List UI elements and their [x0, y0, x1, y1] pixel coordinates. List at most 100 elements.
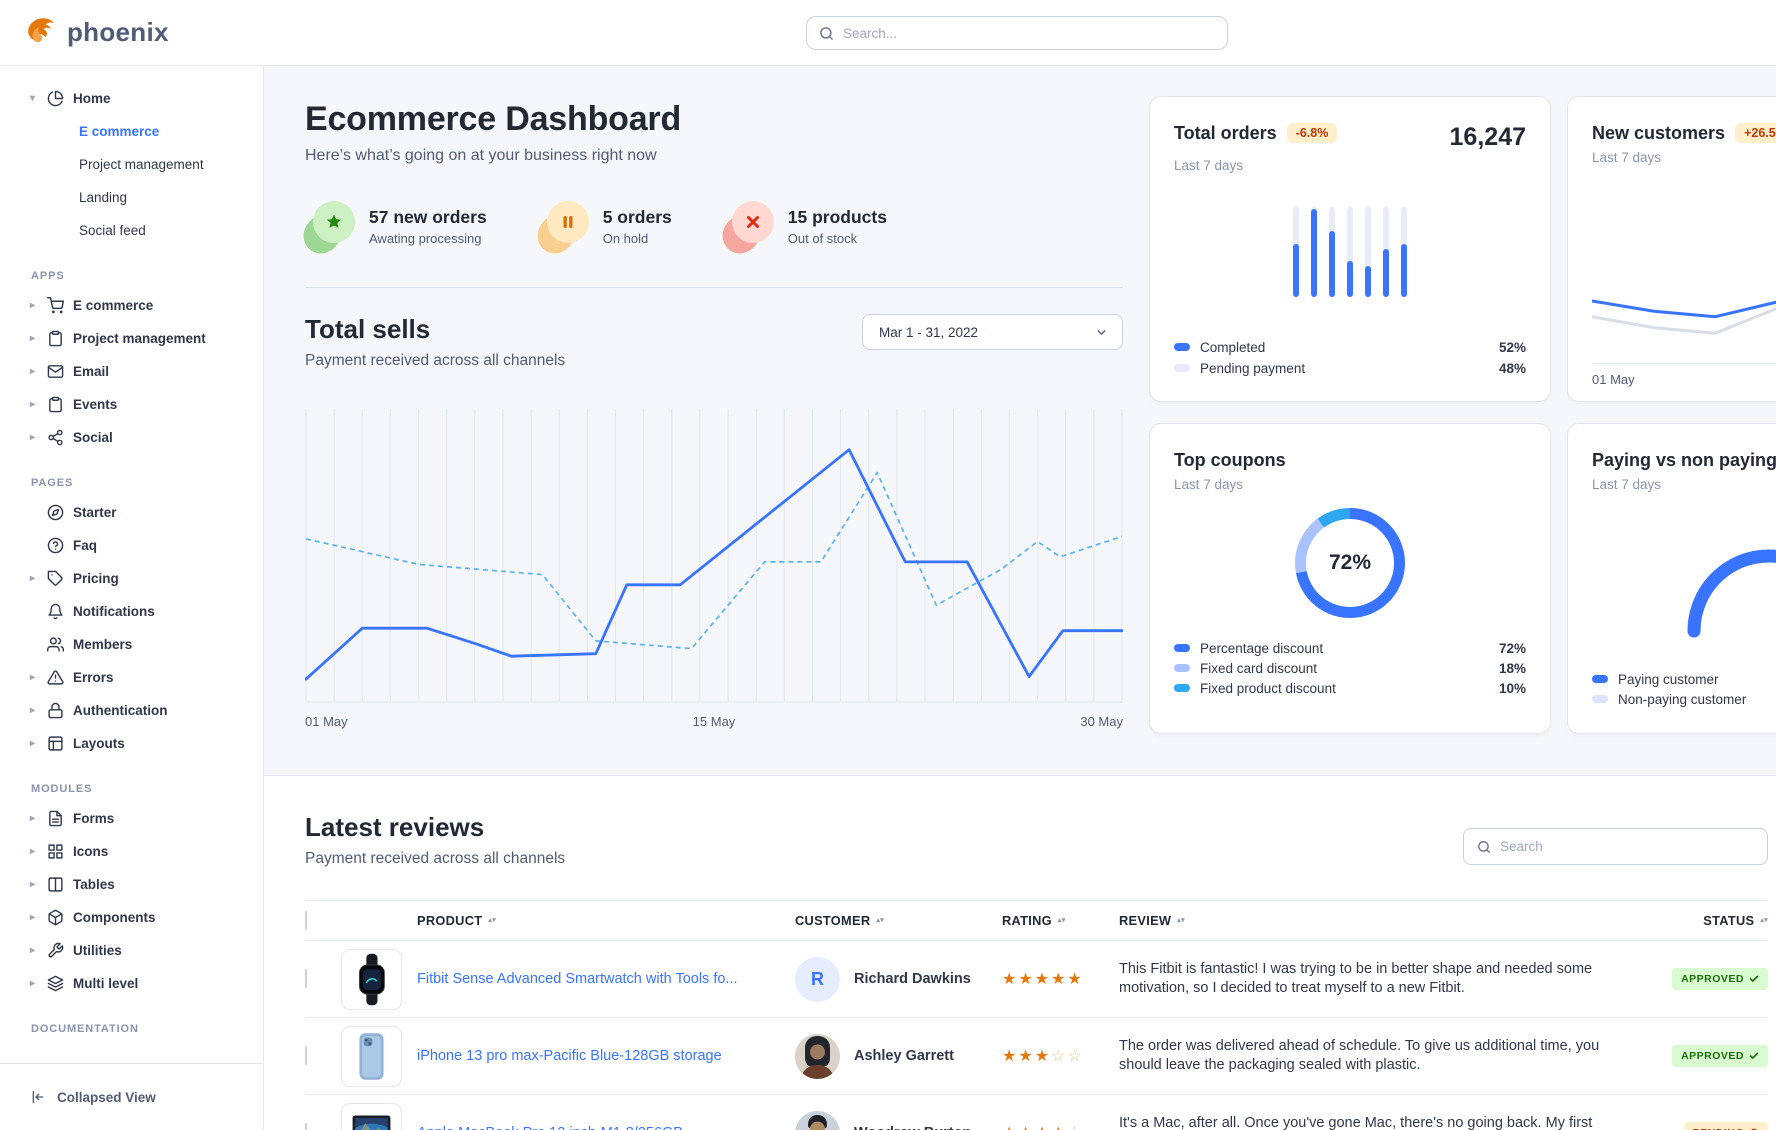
caret-right-icon: ▸ [29, 366, 36, 377]
sidebar-item-label: Icons [73, 844, 109, 859]
stat-caption: Awating processing [369, 230, 482, 246]
sidebar-item-forms[interactable]: ▸ Forms [0, 802, 263, 835]
coupons-legend-item: Fixed card discount 18% [1174, 660, 1526, 676]
column-header-product[interactable]: PRODUCT ▴▾ [417, 913, 795, 928]
sidebar-item-starter[interactable]: Starter [0, 496, 263, 529]
legend-value: 18% [1498, 660, 1526, 676]
customer-cell: Woodrow Burton [795, 1110, 1002, 1130]
bell-icon [47, 603, 64, 620]
global-search-input[interactable] [843, 25, 1215, 41]
row-checkbox[interactable] [305, 969, 307, 988]
sidebar-item-e-commerce[interactable]: ▸ E commerce [0, 289, 263, 322]
global-search[interactable] [806, 16, 1228, 50]
order-bar [1365, 207, 1371, 297]
row-checkbox[interactable] [305, 1046, 307, 1065]
sidebar-item-label: Authentication [73, 703, 168, 718]
sidebar-item-errors[interactable]: ▸ Errors [0, 661, 263, 694]
sidebar-item-notifications[interactable]: Notifications [0, 595, 263, 628]
sidebar-item-icons[interactable]: ▸ Icons [0, 835, 263, 868]
sidebar-item-authentication[interactable]: ▸ Authentication [0, 694, 263, 727]
alert-triangle-icon [47, 669, 64, 686]
caret-right-icon: ▸ [29, 432, 36, 443]
total-orders-change-badge: -6.8% [1286, 123, 1338, 143]
main-content: Ecommerce Dashboard Here’s what’s going … [264, 66, 1776, 1130]
product-link[interactable]: iPhone 13 pro max-Pacific Blue-128GB sto… [417, 1048, 722, 1064]
columns-icon [47, 876, 64, 893]
top-coupons-period: Last 7 days [1174, 477, 1244, 492]
reviews-title: Latest reviews [305, 812, 485, 842]
sidebar-item-label: Faq [73, 538, 98, 553]
new-customers-x-label: 01 May [1592, 363, 1776, 387]
caret-right-icon: ▸ [29, 978, 36, 989]
mail-icon [47, 363, 64, 380]
caret-right-icon: ▸ [29, 573, 36, 584]
legend-value: 52% [1498, 339, 1526, 355]
sidebar-item-events[interactable]: ▸ Events [0, 388, 263, 421]
top-coupons-card: Top coupons Last 7 days 72% Percentage d… [1149, 423, 1551, 734]
reviews-search[interactable] [1463, 828, 1768, 865]
sidebar-item-utilities[interactable]: ▸ Utilities [0, 934, 263, 967]
collapse-left-icon [32, 1091, 44, 1103]
sidebar-item-pricing[interactable]: ▸ Pricing [0, 562, 263, 595]
sidebar-item-layouts[interactable]: ▸ Layouts [0, 727, 263, 760]
customer-name: Richard Dawkins [854, 971, 971, 987]
product-link[interactable]: Fitbit Sense Advanced Smartwatch with To… [417, 971, 738, 987]
top-coupons-donut-chart: 72% [1295, 508, 1405, 618]
sidebar-item-home[interactable]: ▾ Home [0, 82, 263, 115]
sidebar-item-tables[interactable]: ▸ Tables [0, 868, 263, 901]
product-image-cell [341, 948, 417, 1010]
legend-value: 48% [1498, 360, 1526, 376]
orders-legend-item: Pending payment 48% [1174, 360, 1526, 376]
column-header-rating[interactable]: RATING ▴▾ [1002, 913, 1119, 928]
legend-value: 72% [1498, 640, 1526, 656]
sidebar-item-social[interactable]: ▸ Social [0, 421, 263, 454]
sidebar-item-faq[interactable]: Faq [0, 529, 263, 562]
reviews-subtitle: Payment received across all channels [305, 850, 566, 867]
column-header-customer[interactable]: CUSTOMER ▴▾ [795, 913, 1002, 928]
sidebar-item-label: Social [73, 430, 113, 445]
quick-stat: 57 new orders Awating processing [298, 201, 487, 258]
stat-value: 5 orders [602, 206, 672, 227]
row-checkbox-cell [305, 1046, 341, 1065]
sort-icon: ▴▾ [1760, 916, 1768, 924]
product-image-iphone [341, 1025, 402, 1087]
rating-stars: ★★★☆☆ [1002, 1048, 1084, 1065]
column-header-review[interactable]: REVIEW ▴▾ [1119, 913, 1645, 928]
new-customers-line-chart [1590, 185, 1776, 361]
x-label-start: 01 May [305, 714, 348, 729]
column-header-status[interactable]: STATUS ▴▾ [1645, 913, 1768, 928]
select-all-checkbox[interactable] [305, 910, 307, 930]
stat-value: 15 products [787, 206, 887, 227]
sidebar-item-project-management[interactable]: ▸ Project management [0, 322, 263, 355]
sidebar-subitem-project-management[interactable]: Project management [79, 157, 204, 172]
sidebar-item-label: Components [73, 910, 156, 925]
sidebar-subitem-e-commerce[interactable]: E commerce [79, 124, 160, 139]
sidebar-item-multi-level[interactable]: ▸ Multi level [0, 967, 263, 1000]
reviews-table: PRODUCT ▴▾ CUSTOMER ▴▾ RATING ▴▾ REVIEW ▴▾ STATU… [305, 900, 1768, 1130]
collapse-sidebar-button[interactable]: Collapsed View [0, 1063, 263, 1130]
clipboard-icon [47, 396, 64, 413]
date-range-select[interactable]: Mar 1 - 31, 2022 [862, 314, 1123, 350]
total-sells-subtitle: Payment received across all channels [305, 352, 566, 369]
sidebar-subitem-social-feed[interactable]: Social feed [79, 223, 146, 238]
sidebar-item-email[interactable]: ▸ Email [0, 355, 263, 388]
brand[interactable]: phoenix [22, 12, 169, 53]
sidebar-subitem-landing[interactable]: Landing [79, 190, 128, 205]
top-navbar: phoenix [0, 0, 1776, 66]
sidebar-section-label: DOCUMENTATION [31, 1023, 139, 1035]
sidebar-item-components[interactable]: ▸ Components [0, 901, 263, 934]
top-coupons-center-value: 72% [1328, 551, 1372, 574]
row-checkbox[interactable] [305, 1123, 307, 1130]
new-customers-card: New customers +26.5% Last 7 days 01 May [1567, 96, 1776, 402]
coupons-legend-item: Percentage discount 72% [1174, 640, 1526, 656]
caret-down-icon: ▾ [29, 93, 36, 104]
order-bar [1311, 207, 1317, 297]
pause-icon [531, 201, 589, 258]
reviews-search-input[interactable] [1500, 839, 1754, 854]
coupons-legend-item: Fixed product discount 10% [1174, 680, 1526, 696]
paying-legend: Paying customer Non-paying customer [1592, 671, 1776, 707]
date-range-value: Mar 1 - 31, 2022 [879, 324, 979, 340]
legend-swatch [1174, 364, 1190, 372]
product-link[interactable]: Apple MacBook Pro 13 inch-M1-8/256GB [417, 1125, 707, 1130]
sidebar-item-members[interactable]: Members [0, 628, 263, 661]
